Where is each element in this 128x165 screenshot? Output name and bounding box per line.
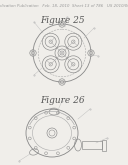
Bar	[102, 139, 105, 150]
Text: Figure 25: Figure 25	[40, 16, 84, 25]
Text: Patent Application Publication   Feb. 18, 2010  Sheet 13 of 786   US 2010/003191: Patent Application Publication Feb. 18, …	[0, 3, 128, 7]
Text: Figure 26: Figure 26	[40, 96, 84, 105]
Bar	[82, 141, 102, 149]
